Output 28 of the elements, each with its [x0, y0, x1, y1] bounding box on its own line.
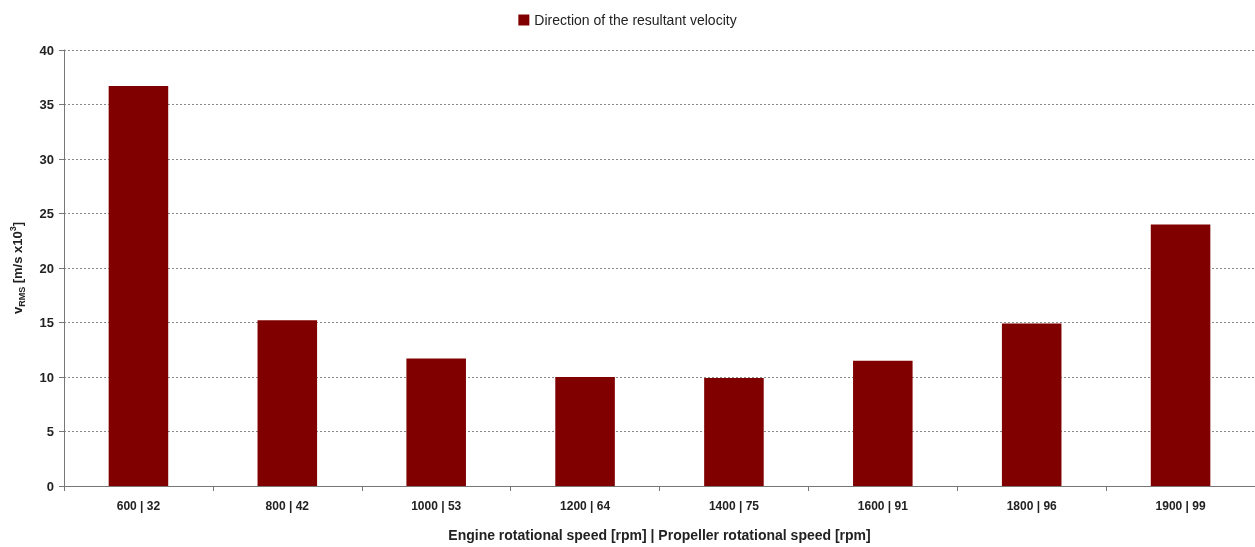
bar [853, 360, 913, 486]
bar [1150, 224, 1211, 486]
y-tick-label: 5 [46, 424, 54, 439]
x-tick-label: 1200 | 64 [560, 499, 611, 513]
y-axis-title: vRMS [m/s x103] [7, 221, 27, 315]
y-tick-label: 30 [39, 151, 54, 167]
y-tick-label: 40 [39, 42, 54, 58]
x-tick-label: 1600 | 91 [857, 499, 909, 513]
bar [555, 377, 615, 486]
x-axis-title: Engine rotational speed [rpm] | Propeller rotational speed [rpm] [448, 527, 871, 543]
bar [704, 378, 764, 486]
y-tick-label: 15 [39, 315, 54, 330]
y-tick-label: 35 [39, 97, 54, 112]
y-tick-label: 0 [46, 478, 54, 494]
bar [108, 85, 169, 486]
x-tick-label: 1000 | 53 [411, 499, 462, 513]
bar [1001, 323, 1062, 486]
x-tick-label: 1800 | 96 [1006, 499, 1058, 513]
y-tick-label: 10 [39, 369, 54, 385]
x-tick-label: 600 | 32 [116, 499, 161, 513]
x-tick-label: 1900 | 99 [1155, 499, 1206, 513]
x-tick-label: 800 | 42 [265, 499, 310, 513]
y-tick-label: 25 [39, 206, 54, 221]
y-tick-label: 20 [39, 260, 54, 276]
bar [406, 358, 466, 486]
bar [257, 320, 318, 486]
x-tick-label: 1400 | 75 [708, 499, 760, 513]
legend-label: Direction of the resultant velocity [534, 12, 737, 28]
